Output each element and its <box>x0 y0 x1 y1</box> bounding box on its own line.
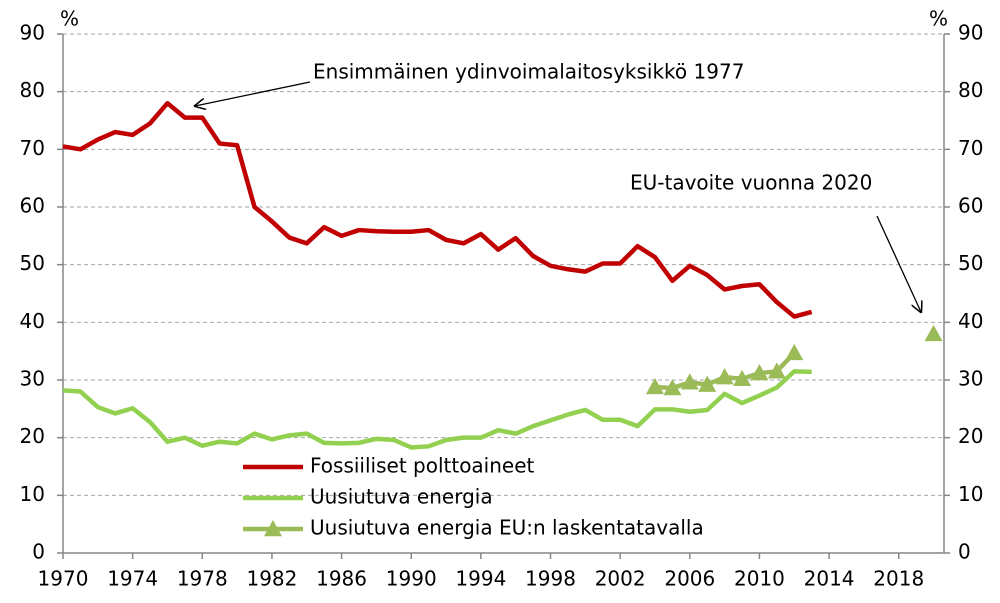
x-tick-label: 1974 <box>107 567 158 591</box>
y-tick-label: 30 <box>20 367 45 391</box>
y2-tick-label: 0 <box>958 540 971 564</box>
y-tick-label: 60 <box>20 194 45 218</box>
y-tick-label: 0 <box>32 540 45 564</box>
x-tick-label: 2018 <box>873 567 924 591</box>
y2-tick-label: 90 <box>958 21 983 45</box>
y2-unit-label: % <box>929 7 948 31</box>
x-tick-label: 2010 <box>734 567 785 591</box>
series-line <box>62 100 813 319</box>
y-tick-label: 90 <box>20 21 45 45</box>
y2-tick-label: 10 <box>958 482 983 506</box>
data-point <box>715 368 734 385</box>
data-point <box>645 377 664 395</box>
y2-tick-label: 30 <box>958 367 983 391</box>
annotation-arrow <box>195 81 311 106</box>
y-tick-label: 20 <box>20 424 45 448</box>
data-point <box>733 369 752 387</box>
y-tick-label: 70 <box>20 136 45 160</box>
data-point <box>663 379 682 396</box>
series-line <box>62 369 812 450</box>
x-tick-label: 1970 <box>38 567 89 591</box>
y2-tick-label: 80 <box>958 78 983 102</box>
y2-tick-label: 50 <box>958 251 983 275</box>
y2-tick-label: 20 <box>958 424 983 448</box>
y-tick-label: 10 <box>20 482 45 506</box>
data-point <box>750 364 769 381</box>
y-tick-label: 40 <box>20 309 45 333</box>
grid <box>57 33 950 559</box>
x-tick-label: 1990 <box>386 567 437 591</box>
legend-marker <box>264 520 282 537</box>
data-point <box>924 324 943 342</box>
y-tick-label: 80 <box>20 78 45 102</box>
y-unit-label: % <box>60 7 79 31</box>
legend-label: Uusiutuva energia <box>310 485 493 509</box>
data-point <box>698 375 717 392</box>
legend-label: Uusiutuva energia EU:n laskentatavalla <box>310 516 704 540</box>
data-point <box>767 362 786 379</box>
y2-tick-label: 70 <box>958 136 983 160</box>
data-point <box>680 373 699 390</box>
legend-label: Fossiiliset polttoaineet <box>310 454 535 478</box>
y-tick-label: 50 <box>20 251 45 275</box>
x-tick-label: 1994 <box>455 567 506 591</box>
x-tick-label: 2014 <box>804 567 855 591</box>
x-tick-label: 1978 <box>177 567 228 591</box>
x-tick-label: 2006 <box>664 567 715 591</box>
annotation-arrow <box>876 215 921 312</box>
x-tick-label: 1986 <box>316 567 367 591</box>
data-point <box>785 343 804 361</box>
y2-tick-label: 40 <box>958 309 983 333</box>
x-tick-label: 2002 <box>595 567 646 591</box>
annotation: EU-tavoite vuonna 2020 <box>630 171 872 195</box>
x-tick-label: 1998 <box>525 567 576 591</box>
annotation: Ensimmäinen ydinvoimalaitosyksikkö 1977 <box>313 60 744 84</box>
x-tick-label: 1982 <box>246 567 297 591</box>
y2-tick-label: 60 <box>958 194 983 218</box>
series <box>62 100 943 450</box>
